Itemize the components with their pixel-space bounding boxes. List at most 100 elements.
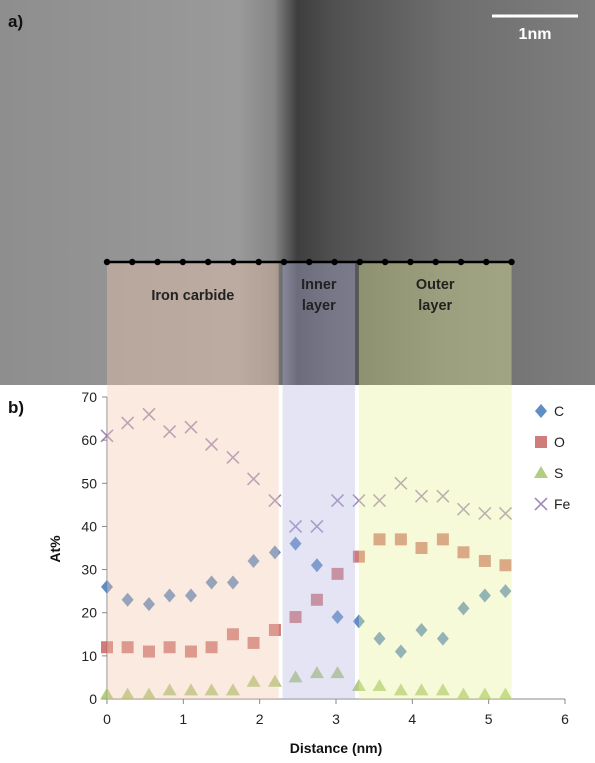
- data-point-o: [478, 554, 491, 567]
- data-point-o: [457, 546, 470, 559]
- data-point-c: [289, 536, 302, 551]
- data-point-fe: [478, 506, 492, 521]
- data-point-o: [499, 559, 512, 572]
- data-point-fe: [163, 424, 177, 439]
- data-point-s: [141, 687, 156, 700]
- data-point-s: [372, 679, 387, 692]
- data-point-s: [204, 683, 219, 696]
- data-point-o: [331, 567, 344, 580]
- data-point-s: [456, 687, 471, 700]
- data-point-fe: [268, 493, 282, 508]
- data-point-s: [498, 687, 513, 700]
- data-point-fe: [436, 489, 450, 503]
- series-fe: [100, 407, 513, 533]
- data-point-c: [457, 601, 470, 616]
- legend-marker-fe: [534, 497, 548, 511]
- data-point-fe: [121, 416, 135, 430]
- data-point-s: [351, 679, 366, 692]
- data-point-fe: [456, 502, 471, 516]
- data-point-o: [142, 645, 155, 658]
- y-tick-label: 30: [81, 562, 97, 578]
- legend-label-fe: Fe: [554, 496, 571, 512]
- x-tick-label: 4: [408, 711, 416, 727]
- data-point-c: [499, 584, 512, 599]
- data-point-fe: [352, 493, 366, 508]
- data-point-c: [268, 545, 281, 560]
- legend-marker-s: [534, 466, 548, 478]
- data-point-fe: [330, 493, 345, 508]
- stem-micrograph: 1nm a): [0, 0, 595, 385]
- x-tick-label: 6: [561, 711, 569, 727]
- data-point-s: [330, 666, 345, 679]
- data-point-o: [289, 611, 302, 624]
- data-point-c: [352, 614, 365, 629]
- data-point-c: [415, 622, 428, 637]
- data-point-fe: [394, 476, 408, 490]
- data-point-s: [120, 687, 135, 700]
- data-point-fe: [288, 519, 303, 533]
- x-tick-label: 5: [485, 711, 493, 727]
- data-point-o: [184, 645, 197, 658]
- y-tick-label: 60: [81, 432, 97, 448]
- data-point-o: [310, 593, 323, 606]
- composition-chart: b) At% Distance (nm) 0 10 20 30 40 50 60 70 0 1 2 3…: [8, 389, 571, 756]
- data-point-s: [162, 683, 177, 696]
- data-point-c: [394, 644, 407, 659]
- data-point-o: [415, 542, 428, 554]
- y-axis-title: At%: [47, 535, 63, 563]
- series-s: [100, 666, 513, 700]
- data-point-c: [121, 592, 134, 607]
- x-tick-label: 3: [332, 711, 340, 727]
- data-point-c: [331, 610, 344, 625]
- y-tick-label: 50: [81, 475, 97, 491]
- data-point-s: [246, 674, 261, 687]
- data-point-c: [163, 588, 176, 603]
- data-point-c: [101, 579, 113, 594]
- data-point-s: [225, 683, 240, 696]
- data-point-fe: [414, 489, 429, 503]
- legend-marker-c: [535, 404, 547, 418]
- data-point-o: [205, 641, 218, 654]
- panel-a-label: a): [8, 12, 23, 31]
- x-axis-title: Distance (nm): [290, 740, 383, 756]
- scale-bar-label: 1nm: [519, 26, 552, 43]
- legend-label-s: S: [554, 465, 563, 481]
- data-point-s: [435, 683, 450, 696]
- data-point-c: [226, 575, 239, 590]
- data-point-c: [184, 588, 197, 603]
- data-point-c: [205, 575, 218, 590]
- data-point-fe: [372, 493, 387, 508]
- data-point-fe: [226, 450, 240, 464]
- data-point-s: [267, 674, 282, 687]
- data-point-o: [101, 641, 113, 654]
- legend-label-c: C: [554, 403, 564, 419]
- scale-bar: 1nm: [492, 14, 578, 43]
- data-point-fe: [310, 519, 324, 533]
- data-point-o: [163, 641, 176, 654]
- legend-label-o: O: [554, 434, 565, 450]
- y-tick-label: 40: [81, 518, 97, 534]
- data-point-o: [352, 550, 365, 563]
- data-point-fe: [100, 429, 114, 443]
- data-point-s: [309, 666, 324, 679]
- data-point-fe: [184, 420, 198, 434]
- data-point-s: [414, 683, 429, 696]
- x-tick-label: 2: [256, 711, 264, 727]
- data-point-c: [247, 553, 260, 568]
- data-point-s: [477, 687, 492, 700]
- x-tick-label: 0: [103, 711, 111, 727]
- data-point-o: [247, 636, 260, 649]
- data-point-c: [373, 631, 386, 646]
- panel-b-label: b): [8, 398, 24, 417]
- y-tick-label: 20: [81, 605, 97, 621]
- data-point-s: [288, 670, 303, 683]
- data-point-o: [268, 623, 281, 636]
- x-tick-label: 1: [179, 711, 187, 727]
- data-point-s: [100, 687, 114, 700]
- series-o: [101, 533, 512, 658]
- legend-marker-o: [535, 436, 547, 448]
- data-point-o: [121, 641, 134, 654]
- data-point-fe: [246, 472, 261, 486]
- data-point-c: [478, 588, 491, 603]
- micrograph-background: [0, 0, 595, 385]
